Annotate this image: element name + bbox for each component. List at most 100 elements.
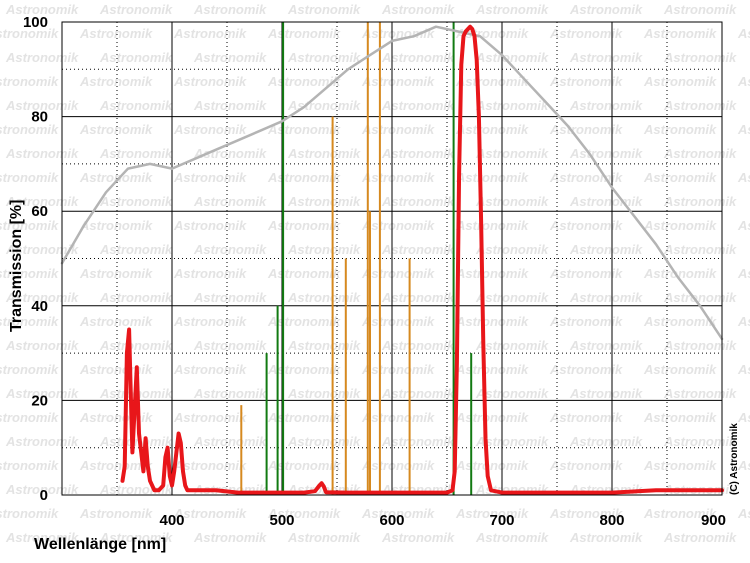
watermark-text: Astronomik: [643, 170, 717, 185]
watermark-text: Astronomik: [361, 506, 435, 521]
watermark-text: Astronomik: [79, 362, 153, 377]
watermark-text: Astronomik: [267, 218, 341, 233]
watermark-text: Astronomik: [361, 74, 435, 89]
watermark-text: Astronomik: [79, 122, 153, 137]
watermark-text: Astronomik: [549, 74, 623, 89]
watermark-text: Astronomik: [287, 98, 361, 113]
watermark-text: Astronomik: [173, 218, 247, 233]
watermark-text: Astronomik: [0, 410, 59, 425]
watermark-text: Astronomik: [361, 362, 435, 377]
y-tick-labels: 0 20 40 60 80 100: [23, 14, 48, 504]
watermark-text: Astronomik: [475, 2, 549, 17]
watermark-text: Astronomik: [173, 314, 247, 329]
watermark-text: Astronomik: [381, 2, 455, 17]
curves: [60, 24, 724, 495]
watermark-text: Astronomik: [79, 314, 153, 329]
watermark-text: Astronomik: [5, 338, 79, 353]
watermark-text: Astronomik: [287, 194, 361, 209]
watermark-text: Astronomik: [455, 314, 529, 329]
watermark-text: Astronomik: [287, 434, 361, 449]
watermark-text: Astronomik: [663, 194, 737, 209]
watermark-text: Astronomik: [643, 362, 717, 377]
watermark-text: Astronomik: [475, 242, 549, 257]
y-tick-label: 100: [23, 14, 48, 31]
watermark-text: Astronomik: [267, 314, 341, 329]
watermark-text: Astronomik: [0, 74, 59, 89]
y-axis-label: Transmission [%]: [8, 200, 25, 332]
watermark-text: Astronomik: [79, 170, 153, 185]
watermark-text: Astronomik: [0, 314, 59, 329]
watermark-text: Astronomik: [381, 338, 455, 353]
watermark-text: Astronomik: [99, 194, 173, 209]
watermark-text: Astronomik: [663, 50, 737, 65]
watermark-text: Astronomik: [99, 434, 173, 449]
watermark-text: Astronomik: [79, 410, 153, 425]
watermark-text: Astronomik: [267, 506, 341, 521]
watermark-text: Astronomik: [455, 74, 529, 89]
watermark-text: Astronomik: [99, 50, 173, 65]
watermark-text: Astronomik: [0, 26, 59, 41]
watermark-text: Astronomik: [361, 410, 435, 425]
watermark-text: Astronomik: [455, 218, 529, 233]
watermark-text: Astronomik: [643, 218, 717, 233]
watermark-text: Astronomik: [361, 170, 435, 185]
watermark-text: Astronomik: [361, 314, 435, 329]
watermark-text: Astronomik: [5, 242, 79, 257]
watermark-text: Astronomik: [5, 50, 79, 65]
watermark-text: Astronomik: [287, 338, 361, 353]
watermark-text: Astronomik: [361, 122, 435, 137]
watermark-text: Astronomik: [643, 122, 717, 137]
x-tick-label: 900: [701, 512, 726, 529]
y-tick-label: 60: [31, 203, 48, 220]
watermark-text: Astronomik: [173, 74, 247, 89]
watermark-text: Astronomik: [455, 122, 529, 137]
watermark-text: Astronomik: [193, 290, 267, 305]
watermark-text: Astronomik: [267, 74, 341, 89]
watermark-text: Astronomik: [267, 410, 341, 425]
watermark-text: Astronomik: [287, 386, 361, 401]
watermark-text: Astronomik: [0, 266, 59, 281]
x-tick-label: 800: [599, 512, 624, 529]
watermark-text: Astronomik: [173, 458, 247, 473]
watermark-text: Astronomik: [737, 458, 750, 473]
watermark-text: Astronomik: [193, 2, 267, 17]
watermark-text: Astronomik: [381, 146, 455, 161]
watermark-text: Astronomik: [569, 50, 643, 65]
watermark-text: Astronomik: [267, 122, 341, 137]
watermark-text: Astronomik: [79, 218, 153, 233]
watermark-text: Astronomik: [455, 170, 529, 185]
watermark-text: Astronomik: [173, 122, 247, 137]
watermark-text: Astronomik: [475, 338, 549, 353]
watermark-text: Astronomik: [173, 170, 247, 185]
watermark-text: Astronomik: [381, 530, 455, 545]
watermark-layer: Astronomik Astronomik Astronomik Astronomik…: [0, 2, 750, 545]
watermark-text: Astronomik: [569, 2, 643, 17]
watermark-text: Astronomik: [193, 386, 267, 401]
watermark-text: Astronomik: [287, 2, 361, 17]
watermark-text: Astronomik: [549, 266, 623, 281]
watermark-text: Astronomik: [663, 290, 737, 305]
watermark-text: Astronomik: [381, 290, 455, 305]
watermark-text: Astronomik: [475, 386, 549, 401]
watermark-text: Astronomik: [5, 434, 79, 449]
watermark-text: Astronomik: [643, 314, 717, 329]
watermark-text: Astronomik: [569, 98, 643, 113]
watermark-text: Astronomik: [381, 386, 455, 401]
watermark-text: Astronomik: [569, 290, 643, 305]
watermark-text: Astronomik: [663, 530, 737, 545]
copyright-credit: (C) Astronomik: [729, 423, 740, 495]
watermark-text: Astronomik: [737, 122, 750, 137]
watermark-text: Astronomik: [569, 194, 643, 209]
watermark-text: Astronomik: [663, 2, 737, 17]
watermark-text: Astronomik: [287, 530, 361, 545]
watermark-text: Astronomik: [475, 98, 549, 113]
watermark-text: Astronomik: [569, 242, 643, 257]
watermark-text: Astronomik: [193, 434, 267, 449]
watermark-text: Astronomik: [549, 218, 623, 233]
watermark-text: Astronomik: [455, 458, 529, 473]
watermark-text: Astronomik: [663, 434, 737, 449]
watermark-text: Astronomik: [193, 146, 267, 161]
watermark-text: Astronomik: [193, 530, 267, 545]
watermark-text: Astronomik: [737, 170, 750, 185]
